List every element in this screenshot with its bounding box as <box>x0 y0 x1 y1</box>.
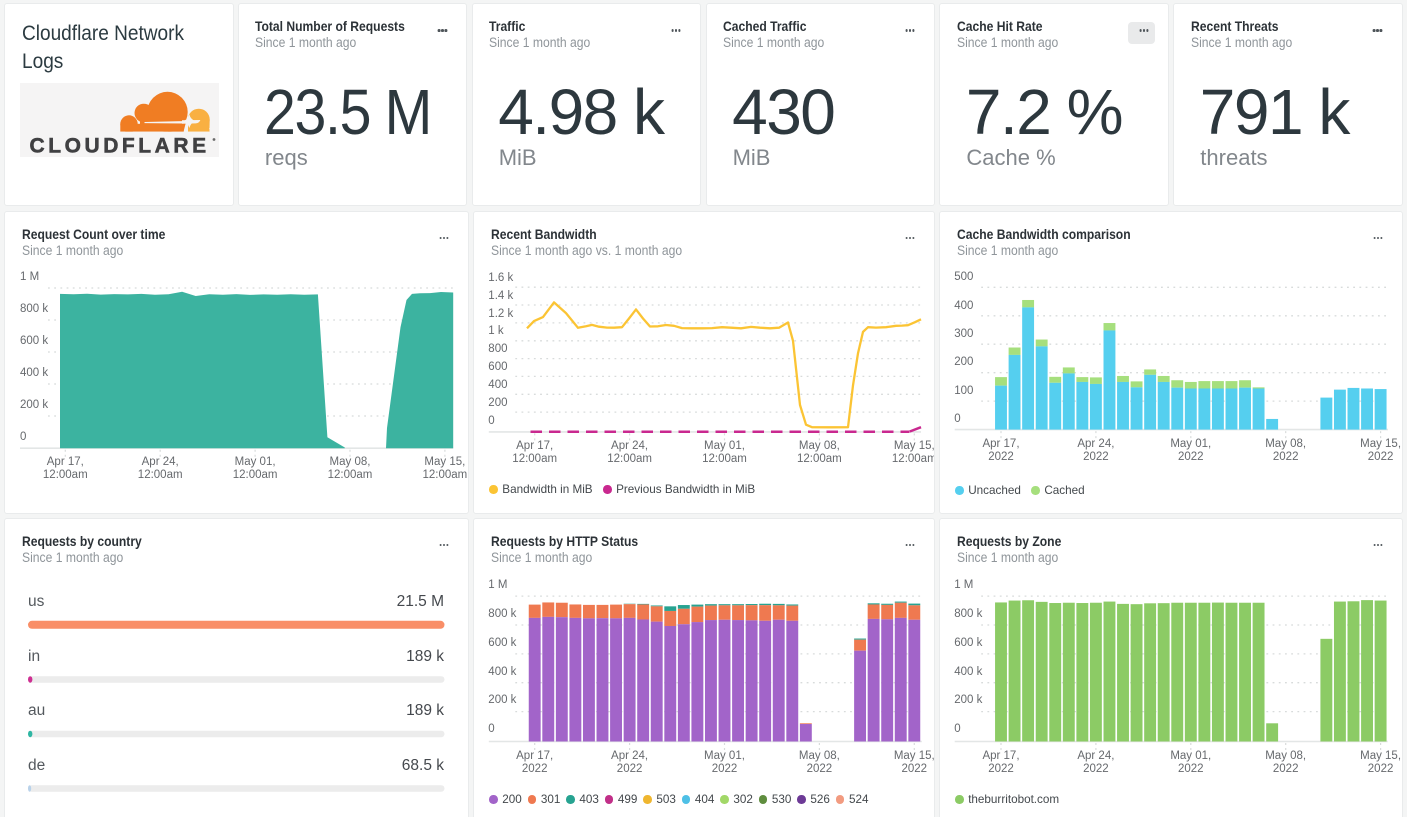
svg-text:CLOUDFLARE: CLOUDFLARE <box>30 135 210 158</box>
